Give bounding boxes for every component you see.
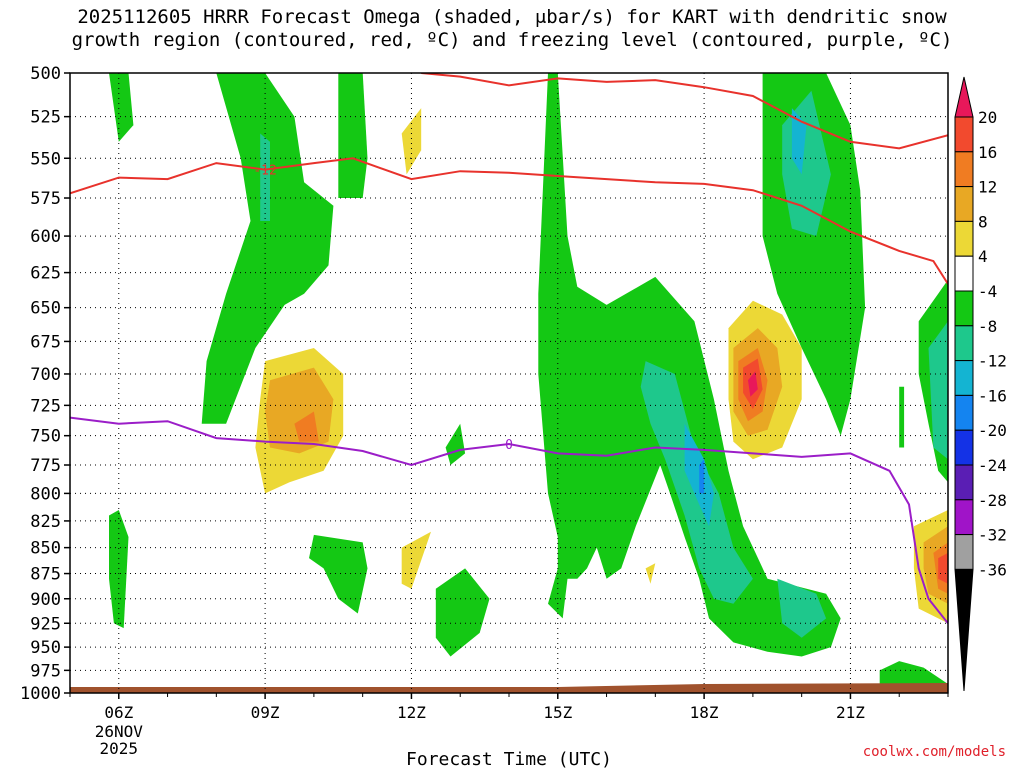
dgz-contour-label: -12 — [253, 164, 276, 179]
dgz-contour-1 — [421, 73, 948, 150]
y-tick-label: 900 — [30, 590, 61, 610]
freezing-level-label: 0 — [505, 438, 513, 453]
omega-region-33 — [938, 552, 948, 584]
omega-region-16 — [928, 321, 948, 460]
y-tick-label: 650 — [30, 299, 61, 319]
x-tick-label: 18Z — [690, 703, 719, 722]
y-tick-label: 675 — [30, 332, 61, 352]
x-tick-label: 12Z — [397, 703, 426, 722]
omega-region-23 — [401, 531, 431, 589]
colorbar-label: -4 — [978, 282, 997, 301]
colorbar-label: -32 — [978, 526, 1007, 545]
title-line-2: growth region (contoured, red, ºC) and f… — [71, 29, 953, 51]
colorbar-label: 20 — [978, 108, 997, 127]
colorbar-label: -8 — [978, 317, 997, 336]
colorbar-label: -36 — [978, 560, 1007, 579]
plot-layer: -12 0 — [70, 73, 948, 693]
omega-region-0 — [201, 73, 334, 424]
colorbar-band — [954, 151, 974, 188]
y-tick-label: 850 — [30, 539, 61, 559]
colorbar-band — [954, 116, 974, 153]
y-tick-label: 1000 — [20, 684, 61, 704]
x-tick-label: 09Z — [251, 703, 280, 722]
omega-region-15 — [260, 133, 270, 221]
omega-region-4 — [109, 73, 134, 142]
y-tick-label: 750 — [30, 427, 61, 447]
x-tick-sublabel: 26NOV — [95, 722, 144, 741]
y-tick-label: 800 — [30, 484, 61, 504]
credit-link[interactable]: coolwx.com/models — [862, 744, 1006, 760]
axis-layer: 500 525 550 575 600 625 650 675 700 725 750 775 800 8… — [20, 64, 949, 758]
omega-region-3 — [338, 73, 368, 198]
colorbar-band — [954, 534, 974, 570]
omega-region-19 — [699, 459, 705, 494]
colorbar-label: 16 — [978, 143, 997, 162]
colorbar-band — [954, 220, 974, 257]
colorbar-band — [954, 464, 974, 501]
y-tick-label: 775 — [30, 456, 61, 476]
colorbar-band — [954, 255, 974, 292]
y-tick-label: 575 — [30, 189, 61, 209]
colorbar-label: -12 — [978, 352, 1007, 371]
colorbar-band — [954, 499, 974, 536]
colorbar-label: 12 — [978, 178, 997, 197]
colorbar-band — [954, 394, 974, 431]
terrain-surface — [70, 683, 948, 693]
colorbar-label: 8 — [978, 212, 988, 231]
x-tick-label: 21Z — [836, 703, 865, 722]
y-tick-label: 725 — [30, 396, 61, 416]
y-tick-label: 600 — [30, 227, 61, 247]
omega-region-34 — [748, 371, 758, 397]
y-tick-label: 550 — [30, 149, 61, 169]
chart-title: 2025112605 HRRR Forecast Omega (shaded, … — [0, 6, 1024, 52]
x-tick-label: 06Z — [104, 703, 133, 722]
colorbar-label: -16 — [978, 386, 1007, 405]
colorbar-label: -20 — [978, 421, 1007, 440]
freezing-level-contour — [70, 416, 948, 624]
omega-region-7 — [435, 568, 490, 657]
colorbar-band — [954, 429, 974, 466]
colorbar-band — [954, 325, 974, 362]
y-tick-label: 975 — [30, 661, 61, 681]
colorbar: 20 16 12 8 4 -4 -8 -12 -16 -20 -24 -28 -32 -36 — [954, 76, 1007, 692]
y-tick-label: 825 — [30, 512, 61, 532]
omega-region-22 — [401, 108, 422, 175]
y-tick-label: 500 — [30, 64, 61, 84]
colorbar-label: -28 — [978, 491, 1007, 510]
colorbar-band — [954, 290, 974, 327]
colorbar-band — [954, 360, 974, 396]
dgz-contour-0 — [70, 157, 948, 285]
y-tick-label: 950 — [30, 638, 61, 658]
omega-region-11 — [879, 661, 948, 684]
omega-region-13 — [777, 578, 827, 638]
y-tick-label: 700 — [30, 365, 61, 385]
omega-region-5 — [109, 510, 129, 629]
y-tick-label: 625 — [30, 264, 61, 284]
colorbar-band — [954, 186, 974, 222]
x-tick-label: 15Z — [543, 703, 572, 722]
omega-region-1 — [538, 73, 841, 657]
omega-region-29 — [294, 411, 319, 442]
colorbar-top-triangle — [954, 76, 974, 118]
omega-region-8 — [445, 423, 466, 465]
y-tick-label: 875 — [30, 565, 61, 585]
y-tick-label: 925 — [30, 614, 61, 634]
y-tick-label: 525 — [30, 108, 61, 128]
colorbar-label: -24 — [978, 456, 1007, 475]
x-tick-sublabel: 2025 — [100, 739, 139, 758]
title-line-1: 2025112605 HRRR Forecast Omega (shaded, … — [77, 6, 947, 28]
omega-region-6 — [309, 534, 368, 614]
colorbar-label: 4 — [978, 247, 988, 266]
omega-region-10 — [899, 386, 905, 448]
x-axis-label: Forecast Time (UTC) — [406, 749, 612, 768]
colorbar-bottom-triangle — [954, 568, 974, 692]
